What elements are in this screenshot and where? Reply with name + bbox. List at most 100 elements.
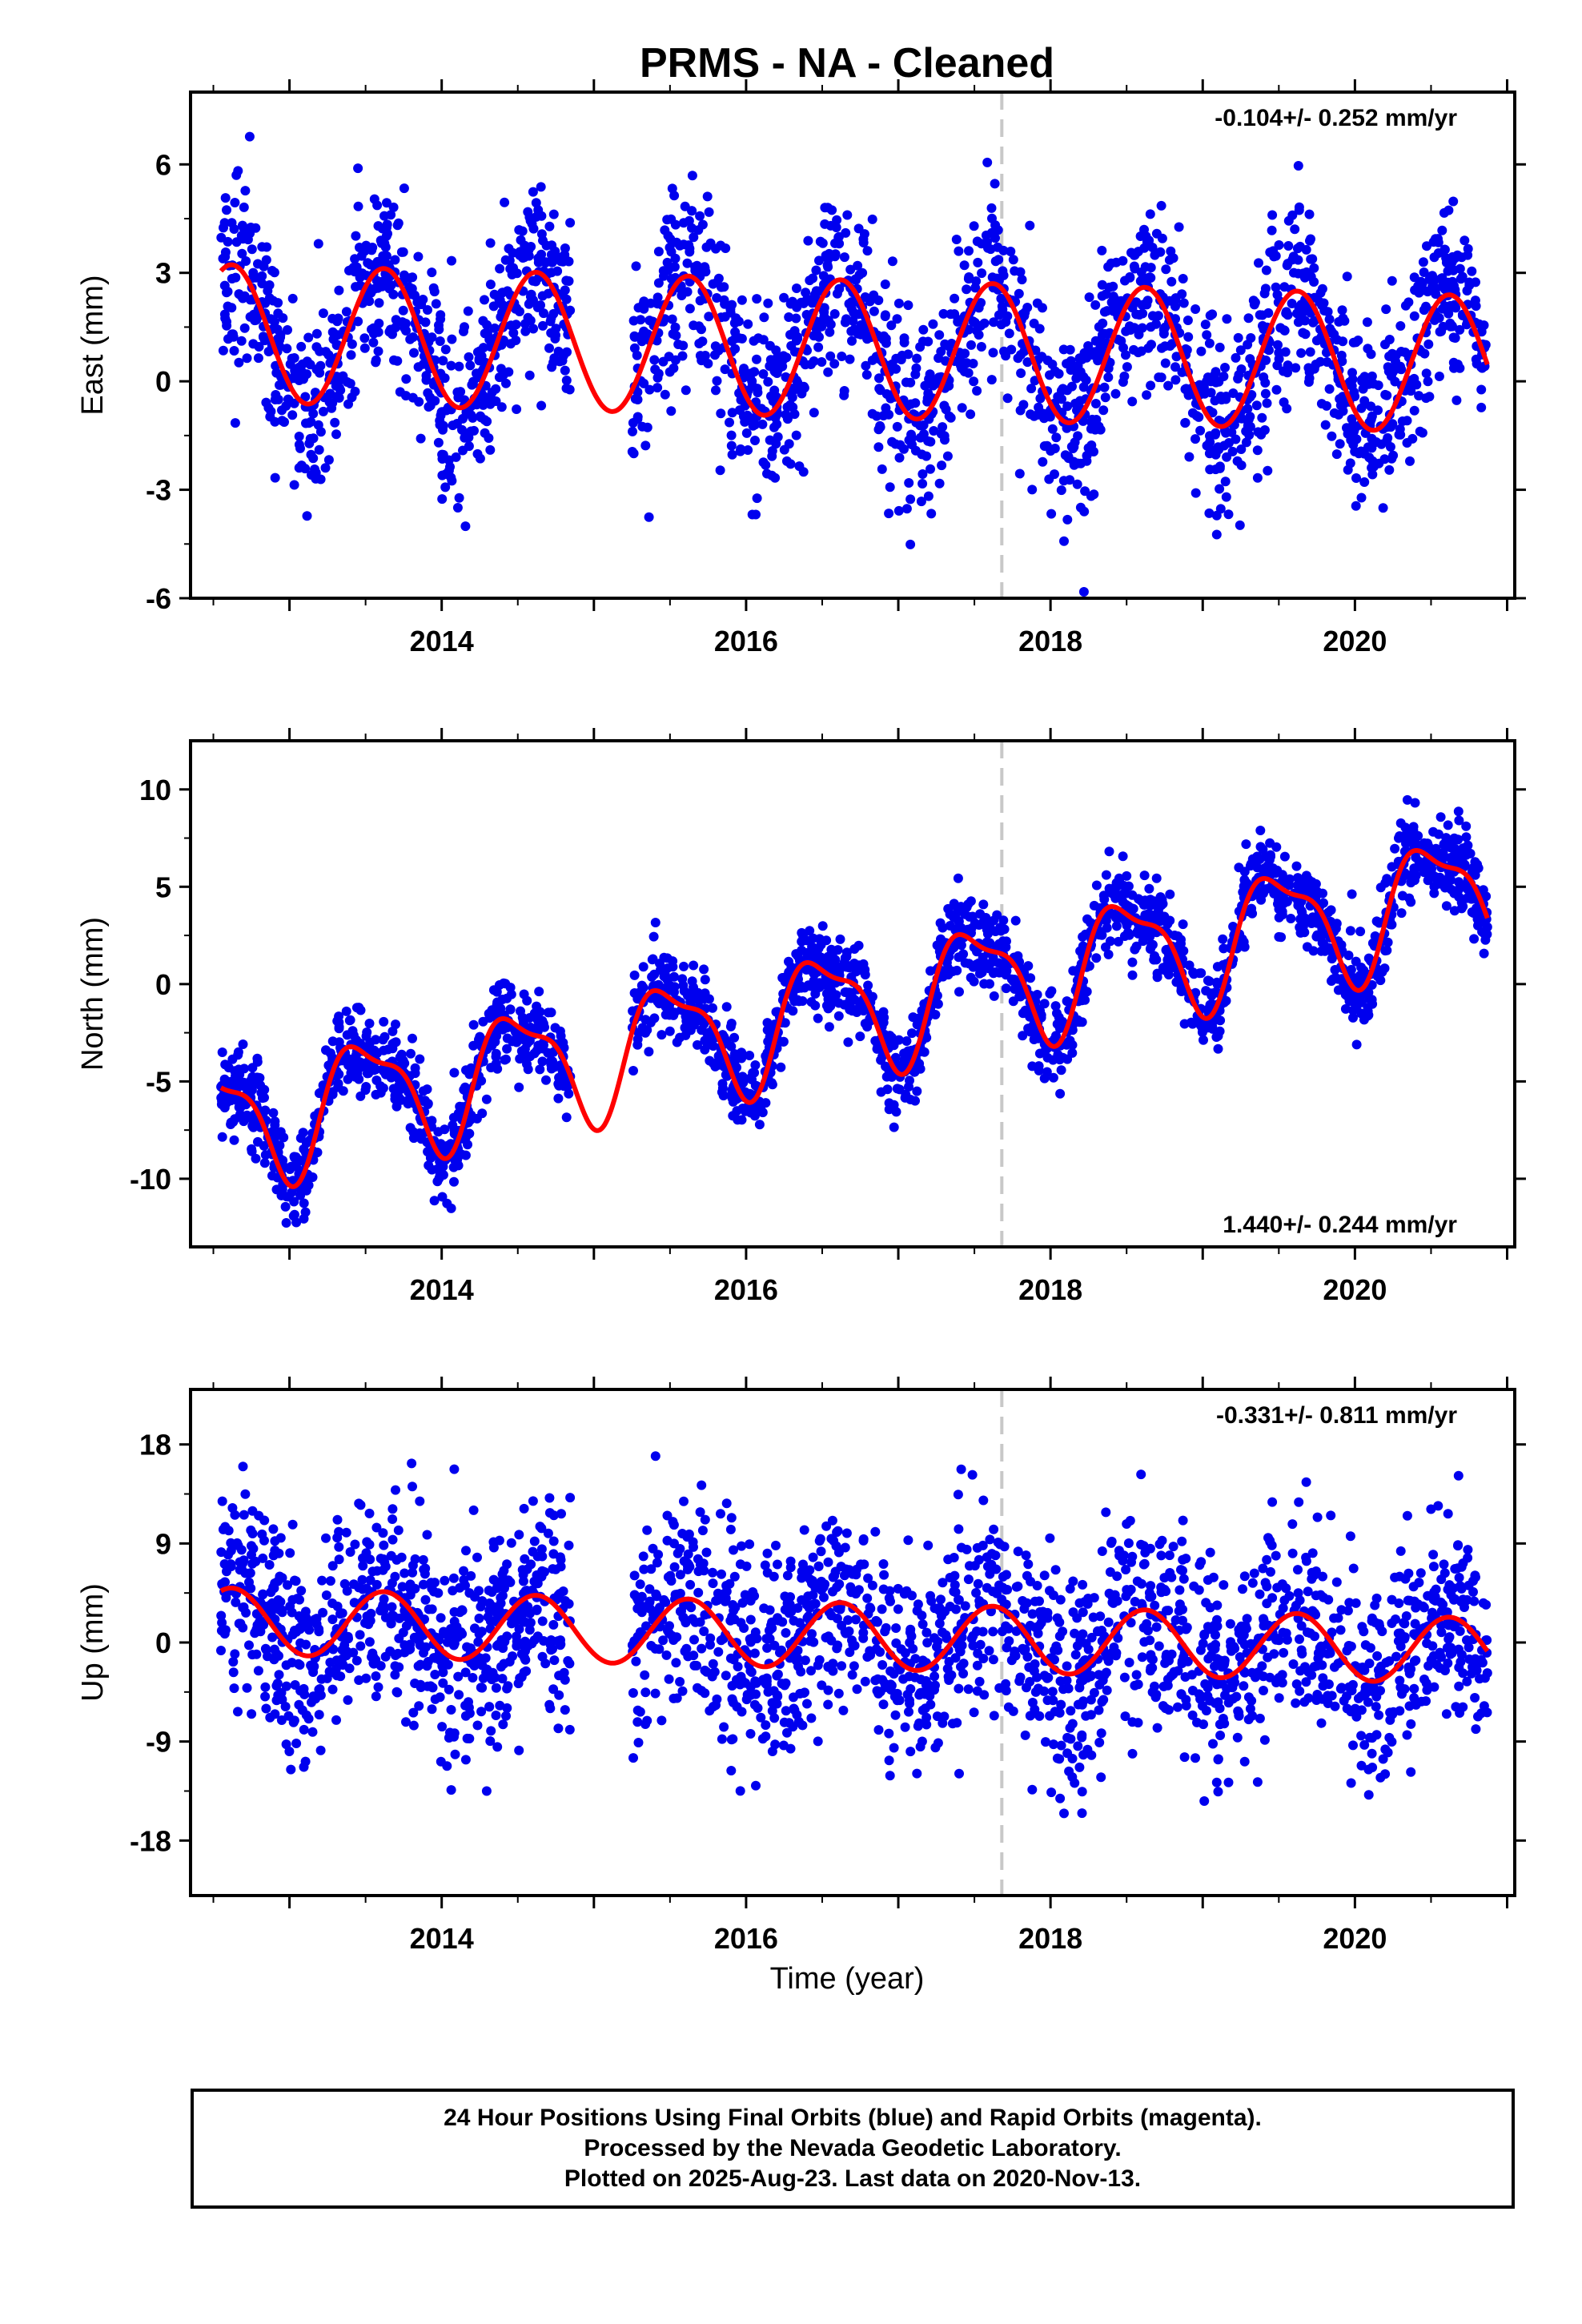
data-point — [410, 1063, 420, 1073]
data-point — [1355, 927, 1366, 937]
data-point — [1320, 420, 1331, 430]
data-point — [1161, 264, 1171, 275]
data-point — [481, 1094, 492, 1104]
data-point — [1337, 356, 1347, 367]
data-point — [959, 260, 970, 271]
data-point — [515, 1054, 525, 1064]
data-point — [952, 965, 962, 975]
data-point — [1236, 364, 1247, 374]
data-point — [950, 293, 960, 304]
data-point — [314, 444, 324, 455]
data-point — [453, 392, 464, 403]
data-point — [219, 309, 230, 320]
x-tick-label: 2016 — [714, 1273, 778, 1306]
data-point — [415, 1054, 425, 1064]
data-point — [1219, 943, 1229, 954]
data-point — [1014, 468, 1025, 479]
data-point — [1138, 926, 1148, 936]
data-point — [715, 1053, 725, 1063]
data-point — [689, 960, 699, 971]
data-point — [524, 1013, 535, 1023]
data-point — [334, 1069, 344, 1080]
data-point — [1191, 488, 1201, 498]
data-point — [430, 396, 440, 406]
data-point — [766, 358, 777, 368]
data-point — [237, 220, 247, 231]
data-point — [673, 340, 684, 349]
data-point — [281, 1218, 291, 1228]
data-point — [1421, 368, 1431, 379]
data-point — [697, 356, 707, 366]
data-point — [907, 1028, 917, 1039]
data-point — [989, 317, 999, 328]
data-point — [891, 1107, 901, 1117]
data-point — [928, 319, 938, 329]
data-point — [860, 964, 870, 975]
data-point — [880, 279, 890, 289]
data-point — [291, 1217, 302, 1228]
data-point — [532, 302, 543, 312]
data-point — [1055, 1088, 1066, 1099]
data-point — [1195, 425, 1206, 436]
data-point — [1108, 306, 1118, 316]
data-point — [1213, 1043, 1223, 1054]
data-point — [447, 476, 457, 486]
data-point — [1183, 332, 1194, 342]
data-point — [400, 323, 410, 333]
data-point — [1118, 889, 1128, 899]
data-point — [561, 383, 572, 393]
data-point — [536, 182, 546, 192]
data-point — [458, 413, 468, 424]
data-point — [497, 287, 508, 298]
data-point — [753, 333, 764, 344]
data-point — [976, 298, 986, 308]
data-point — [505, 983, 516, 993]
data-point — [1105, 909, 1115, 919]
data-point — [520, 326, 531, 336]
x-tick-label: 2020 — [1323, 1273, 1387, 1306]
y-tick-label: 3 — [155, 257, 171, 290]
data-point — [533, 257, 544, 267]
data-point — [347, 1026, 358, 1036]
data-point — [261, 255, 271, 265]
data-point — [752, 493, 762, 504]
data-point — [1160, 965, 1170, 975]
data-point — [700, 262, 710, 272]
data-point — [522, 995, 532, 1006]
data-point — [1164, 255, 1174, 265]
data-point — [779, 444, 789, 455]
data-point — [391, 315, 401, 325]
data-point — [556, 256, 566, 267]
data-point — [653, 247, 664, 257]
data-point — [318, 406, 328, 416]
data-point — [433, 1127, 444, 1137]
data-point — [1366, 349, 1376, 360]
data-point — [954, 246, 964, 256]
data-point — [726, 1766, 737, 1775]
data-point — [1260, 388, 1271, 399]
data-point — [1022, 357, 1033, 368]
data-point — [289, 1152, 299, 1162]
data-point — [1013, 955, 1023, 965]
y-tick-label: -5 — [146, 1065, 171, 1098]
data-point — [1323, 307, 1333, 317]
data-point — [1287, 1548, 1298, 1558]
data-point — [644, 384, 655, 395]
data-point — [813, 342, 824, 352]
data-point — [1396, 908, 1407, 919]
data-point — [1367, 433, 1377, 444]
data-point — [427, 267, 437, 278]
data-point — [1331, 449, 1342, 460]
data-point — [713, 345, 724, 356]
data-point — [1103, 372, 1114, 383]
data-point — [993, 274, 1003, 284]
data-point — [681, 1016, 692, 1026]
data-point — [821, 988, 832, 999]
data-point — [352, 1068, 363, 1079]
data-point — [941, 404, 951, 415]
data-point — [1050, 469, 1059, 480]
data-point — [817, 238, 828, 248]
data-point — [1195, 1020, 1206, 1031]
data-point — [1090, 300, 1101, 310]
